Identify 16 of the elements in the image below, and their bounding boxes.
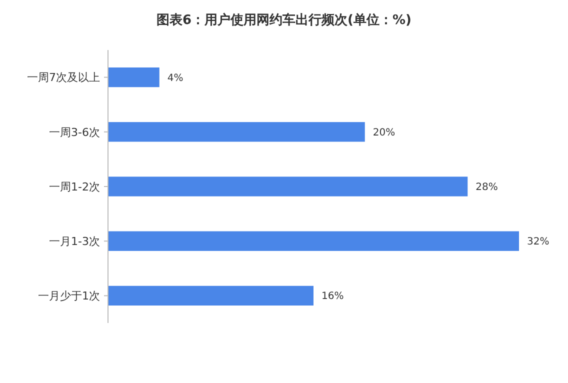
y-tick-label: 一周3-6次 [49, 126, 100, 139]
bar [108, 286, 314, 306]
data-label: 32% [527, 236, 550, 248]
chart-title: 图表6：用户使用网约车出行频次(单位：%) [156, 12, 412, 28]
bar [108, 122, 365, 142]
data-label: 28% [476, 182, 498, 193]
data-label: 20% [372, 127, 396, 138]
y-tick-label: 一月少于1次 [38, 290, 100, 303]
data-label: 16% [322, 291, 344, 302]
y-tick-label: 一周7次及以上 [27, 71, 100, 84]
bar [108, 231, 519, 251]
data-label: 4% [167, 72, 184, 84]
y-tick-label: 一月1-3次 [49, 234, 100, 248]
y-tick-label: 一周1-2次 [49, 180, 100, 194]
bar [108, 67, 160, 88]
bar [108, 176, 468, 196]
